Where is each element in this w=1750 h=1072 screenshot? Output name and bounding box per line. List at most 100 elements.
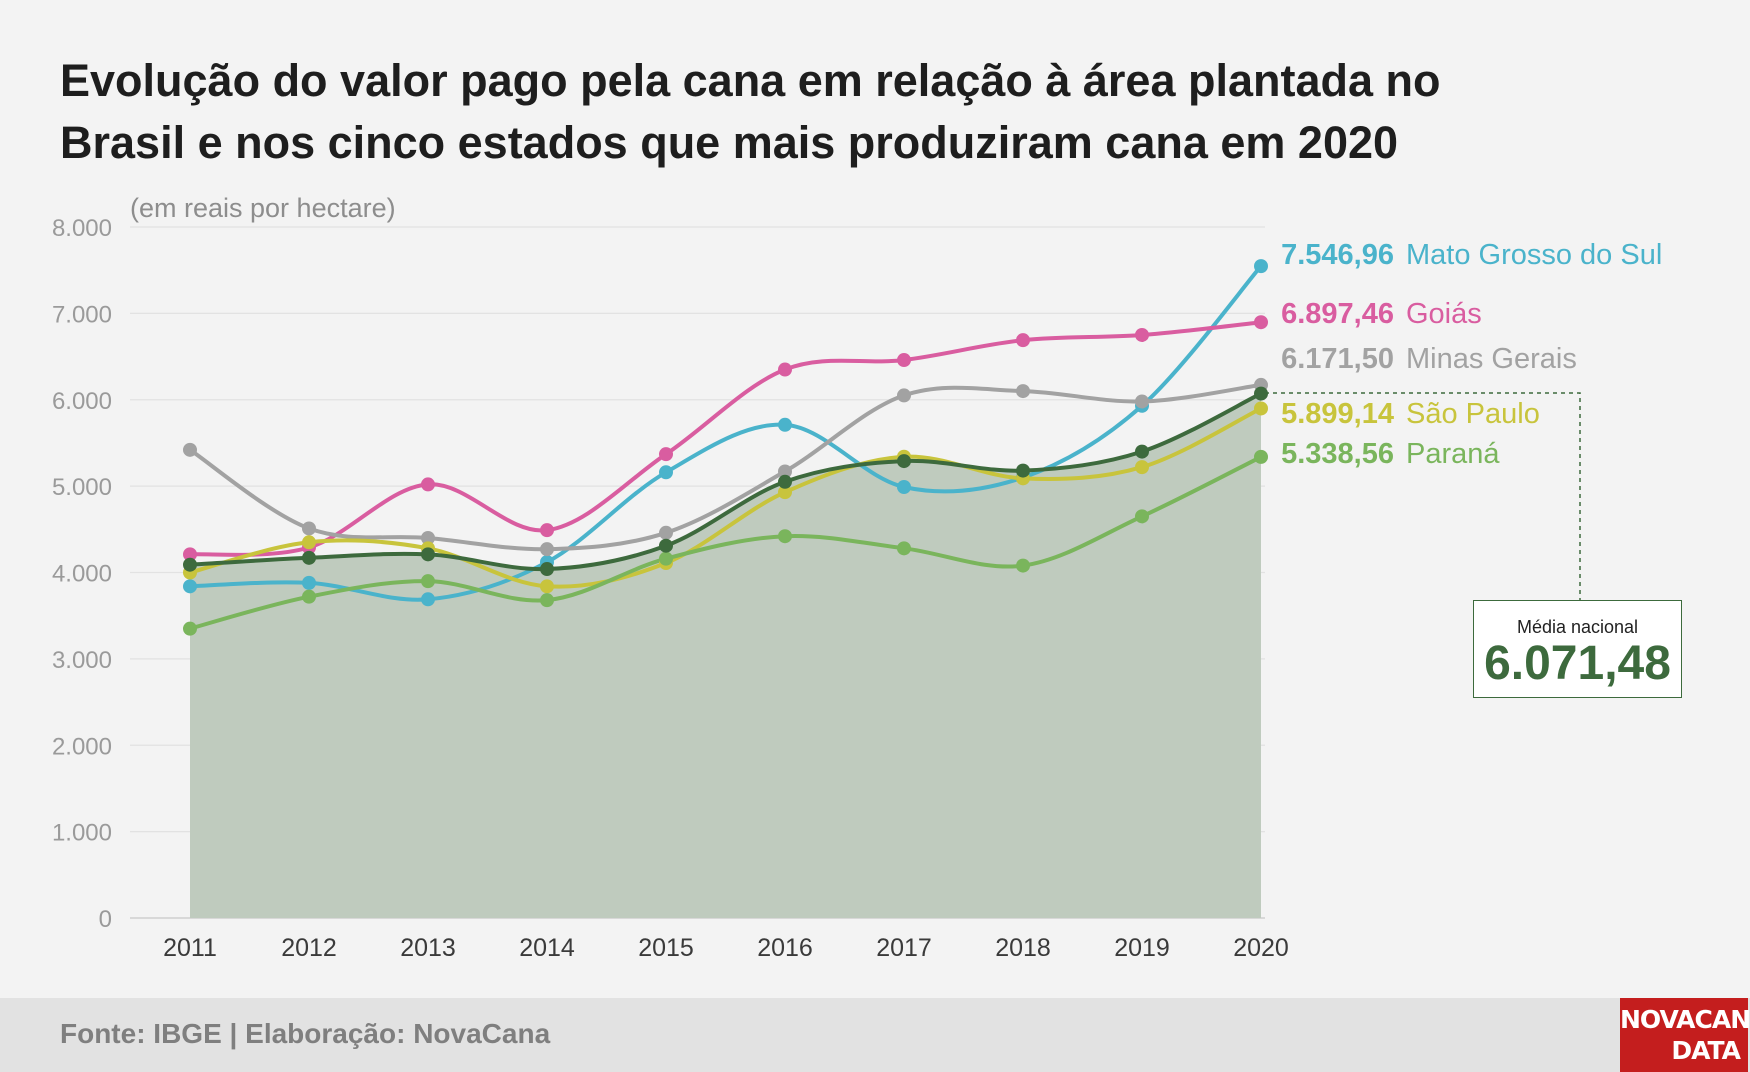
end-value-mato-grosso-do-sul: 7.546,96 [1281, 239, 1394, 271]
end-name-parana: Paraná [1406, 438, 1500, 470]
point-goias-2018 [1016, 333, 1030, 348]
point-goias-2015 [659, 447, 673, 462]
point-minas-gerais-2018 [1016, 384, 1030, 399]
series-line-sao-paulo [188, 406, 1263, 589]
point-media-nacional-2017 [897, 454, 911, 469]
point-parana-2011 [183, 621, 197, 636]
y-tick-label: 2.000 [52, 733, 112, 760]
area-layer [190, 393, 1261, 919]
y-tick-label: 5.000 [52, 474, 112, 501]
x-tick-label: 2012 [281, 934, 337, 962]
end-labels: 7.546,96 Mato Grosso do Sul 6.897,46 Goiás 6… [1281, 239, 1662, 470]
point-goias-2014 [540, 523, 554, 538]
point-media-nacional-2015 [659, 538, 673, 553]
end-value-parana: 5.338,56 [1281, 438, 1394, 470]
point-minas-gerais-2017 [897, 388, 911, 403]
end-value-minas-gerais: 6.171,50 [1281, 343, 1394, 375]
point-minas-gerais-2012 [302, 521, 316, 536]
y-tick-label: 3.000 [52, 647, 112, 674]
chart-title: Evolução do valor pago pela cana em rela… [60, 50, 1660, 174]
point-parana-2017 [897, 541, 911, 556]
series-line-goias [188, 320, 1263, 557]
y-tick-label: 1.000 [52, 820, 112, 847]
point-sao-paulo-2016 [778, 485, 792, 500]
media-nacional-value: 6.071,48 [1484, 637, 1671, 690]
x-tick-label: 2016 [757, 934, 813, 962]
x-tick-label: 2014 [519, 934, 575, 962]
media-nacional-box: Média nacional 6.071,48 [1473, 600, 1682, 698]
logo-line-2: DATA [1671, 1036, 1741, 1065]
media-connector-line [1265, 392, 1581, 600]
y-tick-label: 4.000 [52, 561, 112, 588]
y-axis-label: (em reais por hectare) [130, 193, 396, 223]
point-mato-grosso-do-sul-2012 [302, 575, 316, 590]
end-value-sao-paulo: 5.899,14 [1281, 398, 1394, 430]
series-line-media-nacional [188, 391, 1263, 572]
point-media-nacional-2013 [421, 547, 435, 562]
end-name-mato-grosso-do-sul: Mato Grosso do Sul [1406, 239, 1662, 271]
point-parana-2019 [1135, 509, 1149, 524]
point-sao-paulo-2020 [1254, 401, 1268, 416]
point-goias-2016 [778, 362, 792, 377]
point-mato-grosso-do-sul-2013 [421, 592, 435, 607]
end-name-minas-gerais: Minas Gerais [1406, 343, 1577, 375]
series-line-parana [188, 454, 1263, 631]
logo-line-1: NOVACANA [1620, 1005, 1750, 1034]
point-minas-gerais-2015 [659, 525, 673, 540]
x-tick-label: 2011 [163, 934, 217, 962]
point-parana-2020 [1254, 449, 1268, 464]
x-tick-label: 2020 [1233, 934, 1289, 962]
point-mato-grosso-do-sul-2016 [778, 417, 792, 432]
point-sao-paulo-2012 [302, 535, 316, 550]
series-line-mato-grosso-do-sul [188, 264, 1263, 602]
x-tick-label: 2019 [1114, 934, 1170, 962]
end-value-goias: 6.897,46 [1281, 298, 1394, 330]
point-mato-grosso-do-sul-2015 [659, 465, 673, 480]
point-parana-2014 [540, 593, 554, 608]
x-tick-label: 2017 [876, 934, 932, 962]
series-line-minas-gerais [188, 382, 1263, 552]
point-sao-paulo-2019 [1135, 460, 1149, 475]
media-nacional-area [190, 393, 1261, 919]
source-text: Fonte: IBGE | Elaboração: NovaCana [60, 1018, 551, 1049]
y-tick-label: 0 [99, 906, 112, 933]
point-mato-grosso-do-sul-2011 [183, 579, 197, 594]
point-sao-paulo-2014 [540, 579, 554, 594]
point-media-nacional-2016 [778, 474, 792, 489]
series-points [183, 259, 1268, 636]
title-line-1: Evolução do valor pago pela cana em rela… [60, 55, 1441, 106]
point-parana-2018 [1016, 558, 1030, 573]
point-media-nacional-2012 [302, 550, 316, 565]
point-parana-2015 [659, 551, 673, 566]
x-tick-label: 2013 [400, 934, 456, 962]
point-mato-grosso-do-sul-2020 [1254, 259, 1268, 274]
x-tick-label: 2018 [995, 934, 1051, 962]
point-media-nacional-2011 [183, 557, 197, 572]
point-goias-2017 [897, 353, 911, 368]
point-minas-gerais-2011 [183, 442, 197, 457]
y-tick-label: 8.000 [52, 215, 112, 242]
novacana-data-logo: NOVACANA DATA [1620, 998, 1750, 1072]
end-name-sao-paulo: São Paulo [1406, 398, 1540, 430]
point-media-nacional-2020 [1254, 386, 1268, 401]
point-minas-gerais-2013 [421, 530, 435, 545]
point-media-nacional-2014 [540, 562, 554, 577]
point-goias-2013 [421, 477, 435, 492]
point-minas-gerais-2014 [540, 542, 554, 557]
y-tick-label: 6.000 [52, 388, 112, 415]
x-tick-label: 2015 [638, 934, 694, 962]
point-goias-2019 [1135, 327, 1149, 342]
point-parana-2016 [778, 529, 792, 544]
axes: 0 1.000 2.000 3.000 4.000 5.000 6.000 7.000 8.00… [52, 215, 1289, 962]
point-parana-2013 [421, 574, 435, 589]
point-parana-2012 [302, 589, 316, 604]
end-name-goias: Goiás [1406, 298, 1482, 330]
media-nacional-label: Média nacional [1516, 617, 1639, 637]
point-media-nacional-2019 [1135, 444, 1149, 459]
point-goias-2020 [1254, 315, 1268, 330]
footer: Fonte: IBGE | Elaboração: NovaCana NOVAC… [0, 998, 1750, 1072]
point-minas-gerais-2019 [1135, 394, 1149, 409]
line-chart: 0 1.000 2.000 3.000 4.000 5.000 6.000 7.000 8.00… [52, 193, 1662, 962]
point-media-nacional-2018 [1016, 463, 1030, 478]
y-tick-label: 7.000 [52, 301, 112, 328]
